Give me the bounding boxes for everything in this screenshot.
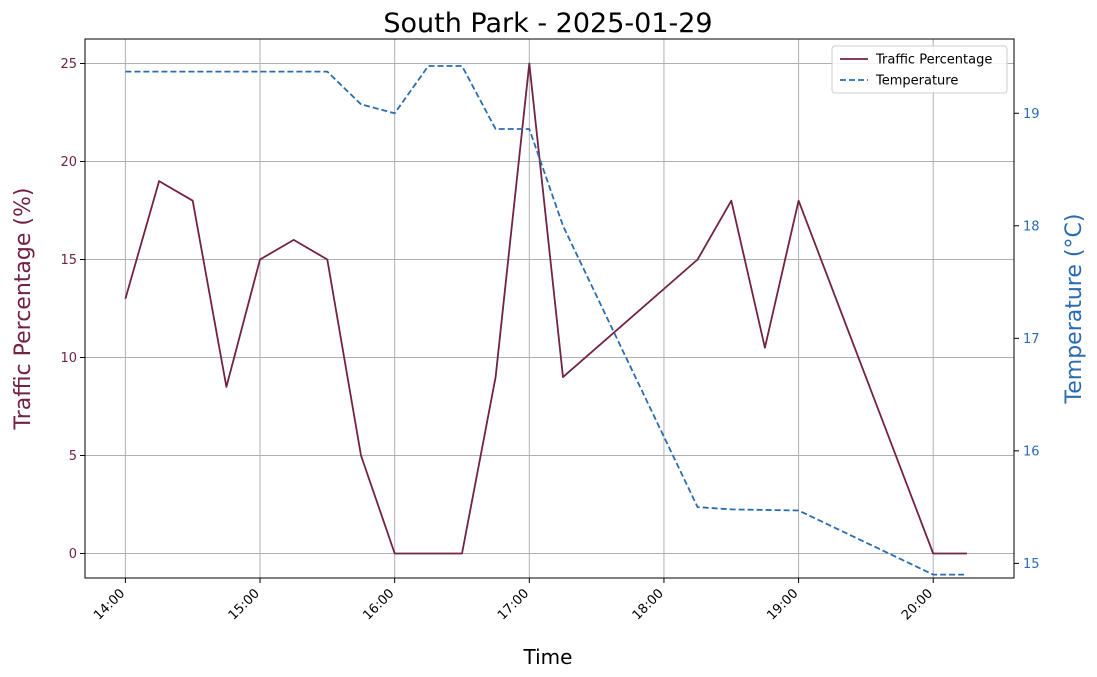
y-axis-label-right: Temperature (°C) [1062, 214, 1087, 405]
right-y-axis: 15 16 17 18 19 [1014, 107, 1040, 572]
right-y-tick-label: 18 [1023, 219, 1040, 234]
right-y-tick-label: 17 [1023, 332, 1040, 347]
left-y-tick-label: 0 [69, 547, 77, 562]
x-tick-label: 20:00 [899, 586, 936, 623]
left-y-tick-label: 10 [60, 351, 77, 366]
legend-box [831, 45, 1008, 94]
left-y-tick-label: 25 [60, 57, 77, 72]
legend: Traffic Percentage Temperature [831, 45, 1008, 94]
left-y-axis: 0 5 10 15 20 25 [60, 57, 85, 562]
legend-label: Traffic Percentage [875, 53, 992, 68]
series-line-traffic-percentage [124, 62, 967, 555]
x-tick-label: 17:00 [495, 586, 532, 623]
x-axis-label: Time [523, 645, 573, 669]
right-y-tick-label: 15 [1023, 557, 1040, 572]
right-y-tick-label: 19 [1023, 107, 1040, 122]
x-tick-label: 16:00 [360, 586, 397, 623]
x-tick-label: 14:00 [91, 586, 128, 623]
series-line-temperature [125, 65, 967, 576]
x-axis: 14:00 15:00 16:00 17:00 18:00 19:00 20:00 [91, 578, 936, 623]
right-y-tick-label: 16 [1023, 444, 1040, 459]
grid [85, 39, 1014, 578]
plot-area-frame [84, 38, 1015, 579]
left-y-tick-label: 15 [60, 253, 77, 268]
x-tick-label: 18:00 [630, 586, 667, 623]
left-y-tick-label: 20 [60, 155, 77, 170]
x-tick-label: 19:00 [764, 586, 801, 623]
left-y-tick-label: 5 [69, 449, 77, 464]
y-axis-label-left: Traffic Percentage (%) [11, 188, 36, 431]
series-layer [124, 62, 967, 576]
chart-title: South Park - 2025-01-29 [383, 8, 712, 39]
legend-label: Temperature [875, 74, 958, 89]
x-tick-label: 15:00 [226, 586, 263, 623]
